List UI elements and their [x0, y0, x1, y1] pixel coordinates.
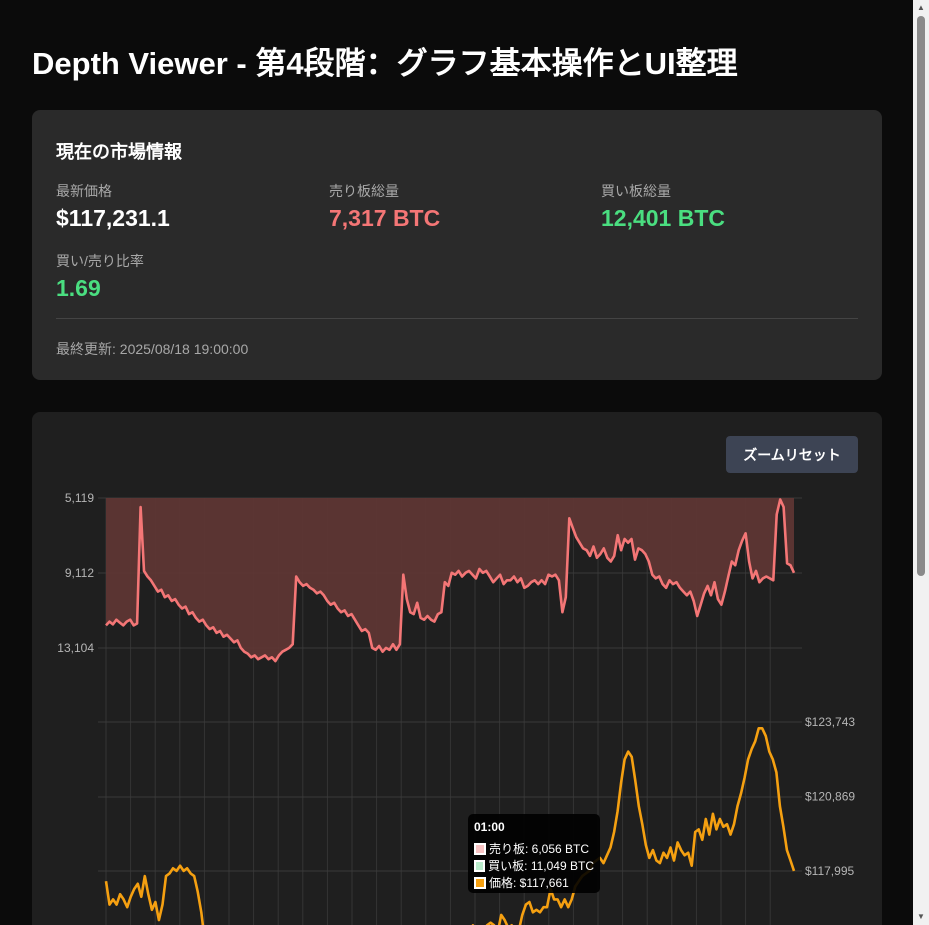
ask-total-value: 7,317 BTC	[329, 205, 441, 231]
tooltip-bid-row: 買い板: 11,049 BTC	[474, 857, 594, 874]
bid-total-value: 12,401 BTC	[601, 205, 726, 231]
tooltip-price: 価格: $117,661	[489, 876, 569, 890]
price-line	[104, 726, 796, 925]
ask-area	[106, 498, 794, 662]
page-title: Depth Viewer - 第4段階：グラフ基本操作とUI整理	[32, 46, 738, 81]
tooltip-time: 01:00	[474, 820, 505, 834]
bid-total-label: 買い板総量	[601, 183, 671, 199]
ask-tick-label: 9,112	[65, 566, 94, 580]
bid-swatch-icon	[474, 859, 486, 872]
last-updated: 最終更新: 2025/08/18 19:00:00	[56, 341, 249, 357]
ask-line	[105, 498, 796, 663]
tooltip-bid: 買い板: 11,049 BTC	[488, 859, 594, 873]
price-tick-label: $120,869	[805, 790, 855, 804]
chart-tooltip: 01:00 売り板: 6,056 BTC 買い板: 11,049 BTC 価格:…	[468, 814, 600, 893]
depth-price-chart[interactable]: 5,119 9,112 13,104 $123,743 $120,869 $117,995	[32, 412, 882, 925]
latest-price-value: $117,231.1	[56, 205, 170, 231]
ask-tick-label: 5,119	[65, 491, 94, 505]
page-scrollbar[interactable]: ▲ ▼	[913, 0, 929, 925]
ratio-value: 1.69	[56, 275, 101, 301]
scroll-thumb[interactable]	[917, 16, 925, 576]
price-tick-label: $117,995	[805, 864, 854, 878]
chart-card: 5,119 9,112 13,104 $123,743 $120,869 $117,995…	[32, 412, 882, 925]
price-tick-label: $123,743	[805, 715, 855, 729]
ratio-label: 買い/売り比率	[56, 253, 144, 269]
price-swatch-icon	[474, 876, 486, 889]
tooltip-price-row: 価格: $117,661	[474, 874, 594, 891]
ask-tick-label: 13,104	[57, 641, 94, 655]
ask-total-label: 売り板総量	[329, 183, 399, 199]
ask-total-stat: 売り板総量 7,317 BTC	[329, 181, 440, 232]
scroll-down-icon[interactable]: ▼	[917, 912, 925, 921]
market-info-heading: 現在の市場情報	[56, 142, 182, 162]
latest-price-stat: 最新価格 $117,231.1	[56, 181, 170, 232]
market-info-card: 現在の市場情報 最新価格 $117,231.1 売り板総量 7,317 BTC …	[32, 110, 882, 380]
ratio-stat: 買い/売り比率 1.69	[56, 251, 144, 302]
tooltip-ask-row: 売り板: 6,056 BTC	[474, 840, 594, 857]
bid-total-stat: 買い板総量 12,401 BTC	[601, 181, 725, 232]
ask-swatch-icon	[474, 842, 486, 855]
divider	[56, 318, 858, 319]
tooltip-ask: 売り板: 6,056 BTC	[489, 842, 590, 856]
latest-price-label: 最新価格	[56, 183, 112, 199]
zoom-reset-button[interactable]: ズームリセット	[726, 436, 858, 473]
scroll-up-icon[interactable]: ▲	[917, 3, 925, 12]
